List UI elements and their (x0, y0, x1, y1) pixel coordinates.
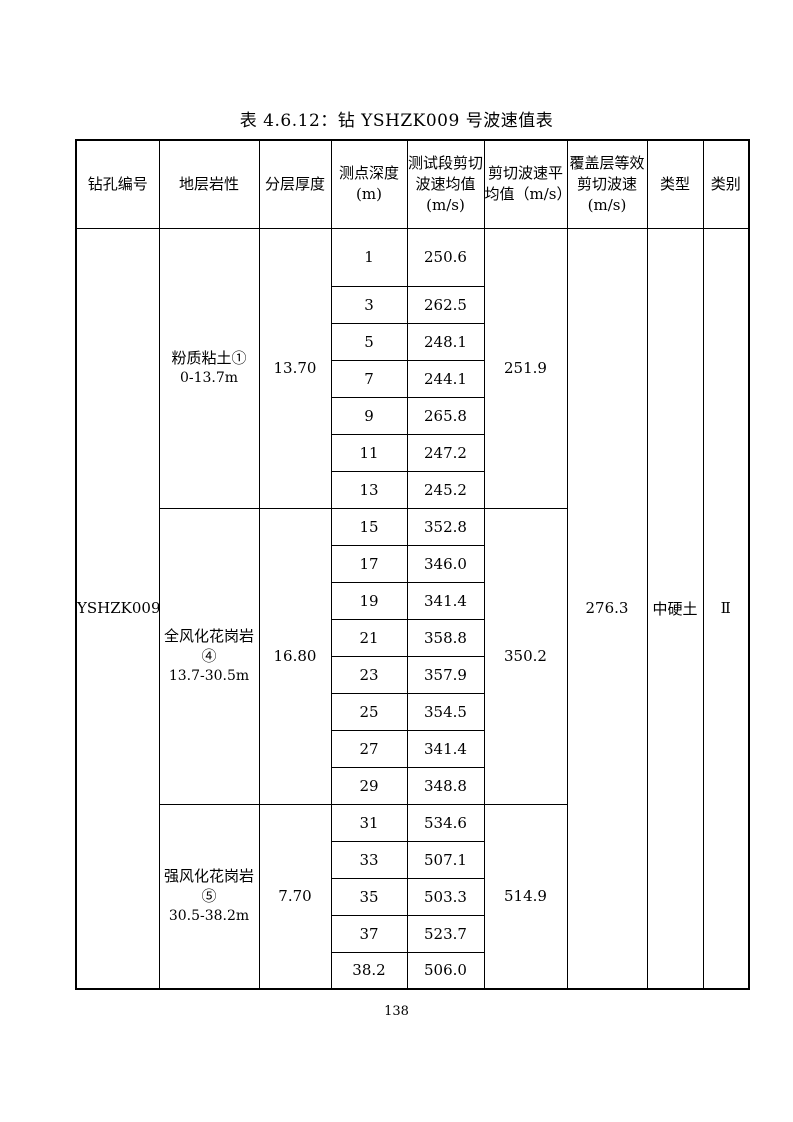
measure-depth-cell: 7 (330, 359, 408, 398)
header-row: 钻孔编号 地层岩性 分层厚度 测点深度 (m) 测试段剪切 波速均值 (m/s)… (75, 139, 750, 229)
wave-velocity-table: 钻孔编号 地层岩性 分层厚度 测点深度 (m) 测试段剪切 波速均值 (m/s)… (75, 139, 750, 990)
measure-depth-cell: 29 (330, 766, 408, 805)
table-row: 27 341.4 (76, 729, 749, 768)
measure-depth-cell: 37 (330, 914, 408, 953)
header-soil-type: 类型 (646, 139, 704, 229)
table-row: 9 265.8 (76, 396, 749, 435)
measure-depth-cell: 9 (330, 396, 408, 435)
segment-velocity-cell: 250.6 (406, 227, 485, 287)
site-category-cell: Ⅱ (702, 227, 750, 990)
segment-velocity-cell: 352.8 (406, 507, 485, 546)
segment-velocity-cell: 506.0 (406, 951, 485, 990)
table-row: 19 341.4 (76, 581, 749, 620)
segment-velocity-cell: 534.6 (406, 803, 485, 842)
measure-depth-cell: 27 (330, 729, 408, 768)
measure-depth-cell: 17 (330, 544, 408, 583)
page-number: 138 (384, 1004, 409, 1019)
section-average-velocity-cell: 514.9 (483, 803, 568, 990)
header-lithology: 地层岩性 (158, 139, 260, 229)
table-row: 13 245.2 (76, 470, 749, 509)
borehole-id-cell: YSHZK009 (75, 227, 160, 990)
measure-depth-cell: 25 (330, 692, 408, 731)
segment-velocity-cell: 523.7 (406, 914, 485, 953)
thickness-cell: 16.80 (258, 507, 332, 805)
table-body: YSHZK009 粉质粘土① 0-13.7m 13.70 1 250.6 251.9 276.… (75, 227, 750, 990)
lithology-cell: 强风化花岗岩⑤ 30.5-38.2m (158, 803, 260, 990)
measure-depth-cell: 13 (330, 470, 408, 509)
table-row: 38.2 506.0 (76, 951, 749, 990)
table-row: 35 503.3 (76, 877, 749, 916)
segment-velocity-cell: 248.1 (406, 322, 485, 361)
segment-velocity-cell: 244.1 (406, 359, 485, 398)
thickness-cell: 13.70 (258, 227, 332, 509)
table-title: 表 4.6.12：钻 YSHZK009 号波速值表 (239, 111, 554, 131)
header-site-category: 类别 (702, 139, 750, 229)
table-row: 25 354.5 (76, 692, 749, 731)
measure-depth-cell: 19 (330, 581, 408, 620)
lithology-cell: 全风化花岗岩④ 13.7-30.5m (158, 507, 260, 805)
segment-velocity-cell: 348.8 (406, 766, 485, 805)
segment-velocity-cell: 346.0 (406, 544, 485, 583)
table-row: 23 357.9 (76, 655, 749, 694)
measure-depth-cell: 33 (330, 840, 408, 879)
table-row: 17 346.0 (76, 544, 749, 583)
measure-depth-cell: 3 (330, 285, 408, 324)
lithology-depth-range: 30.5-38.2m (168, 908, 250, 925)
measure-depth-cell: 1 (330, 227, 408, 287)
measure-depth-cell: 11 (330, 433, 408, 472)
measure-depth-cell: 31 (330, 803, 408, 842)
measure-depth-cell: 38.2 (330, 951, 408, 990)
segment-velocity-cell: 341.4 (406, 729, 485, 768)
segment-velocity-cell: 503.3 (406, 877, 485, 916)
table-row: 29 348.8 (76, 766, 749, 805)
segment-velocity-cell: 265.8 (406, 396, 485, 435)
table-row: 全风化花岗岩④ 13.7-30.5m 16.80 15 352.8 350.2 (76, 507, 749, 805)
thickness-cell: 7.70 (258, 803, 332, 990)
header-layer-thickness: 分层厚度 (258, 139, 332, 229)
header-average-velocity: 剪切波速平 均值（m/s） (483, 139, 568, 229)
table-row: 3 262.5 (76, 285, 749, 324)
table-row: 21 358.8 (76, 618, 749, 657)
header-borehole-id: 钻孔编号 (75, 139, 160, 229)
lithology-depth-range: 0-13.7m (179, 370, 239, 386)
table-row: 强风化花岗岩⑤ 30.5-38.2m 7.70 31 534.6 514.9 (76, 803, 749, 990)
table-row: 5 248.1 (76, 322, 749, 361)
table-row: 11 247.2 (76, 433, 749, 472)
table-row: YSHZK009 粉质粘土① 0-13.7m 13.70 1 250.6 251.9 276.… (75, 227, 750, 990)
soil-type-cell: 中硬土 (646, 227, 704, 990)
lithology-cell: 粉质粘土① 0-13.7m (158, 227, 260, 509)
measure-depth-cell: 21 (330, 618, 408, 657)
header-measure-depth: 测点深度 (m) (330, 139, 408, 229)
table-row: 7 244.1 (76, 359, 749, 398)
measure-depth-cell: 15 (330, 507, 408, 546)
segment-velocity-cell: 245.2 (406, 470, 485, 509)
segment-velocity-cell: 341.4 (406, 581, 485, 620)
measure-depth-cell: 35 (330, 877, 408, 916)
header-equivalent-velocity: 覆盖层等效 剪切波速 (m/s) (566, 139, 648, 229)
section-average-velocity-cell: 350.2 (483, 507, 568, 805)
segment-velocity-cell: 247.2 (406, 433, 485, 472)
measure-depth-cell: 23 (330, 655, 408, 694)
equivalent-shear-velocity-cell: 276.3 (566, 227, 648, 990)
segment-velocity-cell: 357.9 (406, 655, 485, 694)
table-row: 33 507.1 (76, 840, 749, 879)
segment-velocity-cell: 354.5 (406, 692, 485, 731)
lithology-name: 粉质粘土① (171, 349, 247, 367)
segment-velocity-cell: 262.5 (406, 285, 485, 324)
section-average-velocity-cell: 251.9 (483, 227, 568, 509)
measure-depth-cell: 5 (330, 322, 408, 361)
lithology-name: 强风化花岗岩⑤ (163, 867, 254, 906)
lithology-depth-range: 13.7-30.5m (168, 668, 250, 684)
lithology-name: 全风化花岗岩④ (163, 627, 254, 665)
segment-velocity-cell: 358.8 (406, 618, 485, 657)
segment-velocity-cell: 507.1 (406, 840, 485, 879)
header-segment-velocity: 测试段剪切 波速均值 (m/s) (406, 139, 485, 229)
